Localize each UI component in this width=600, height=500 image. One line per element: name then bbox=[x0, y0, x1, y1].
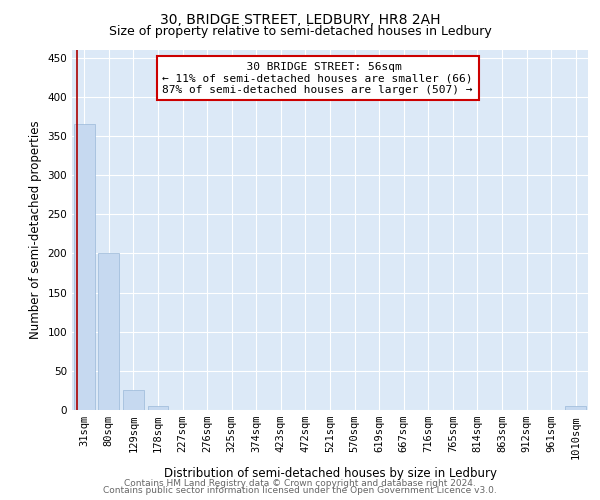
Text: 30 BRIDGE STREET: 56sqm
← 11% of semi-detached houses are smaller (66)
87% of se: 30 BRIDGE STREET: 56sqm ← 11% of semi-de… bbox=[163, 62, 473, 95]
Y-axis label: Number of semi-detached properties: Number of semi-detached properties bbox=[29, 120, 42, 340]
Text: Contains public sector information licensed under the Open Government Licence v3: Contains public sector information licen… bbox=[103, 486, 497, 495]
Text: Size of property relative to semi-detached houses in Ledbury: Size of property relative to semi-detach… bbox=[109, 25, 491, 38]
Bar bbox=[98, 254, 119, 410]
Text: 30, BRIDGE STREET, LEDBURY, HR8 2AH: 30, BRIDGE STREET, LEDBURY, HR8 2AH bbox=[160, 12, 440, 26]
Bar bbox=[565, 406, 586, 410]
X-axis label: Distribution of semi-detached houses by size in Ledbury: Distribution of semi-detached houses by … bbox=[163, 467, 497, 480]
Bar bbox=[123, 390, 144, 410]
Bar bbox=[74, 124, 95, 410]
Bar bbox=[148, 406, 169, 410]
Text: Contains HM Land Registry data © Crown copyright and database right 2024.: Contains HM Land Registry data © Crown c… bbox=[124, 478, 476, 488]
